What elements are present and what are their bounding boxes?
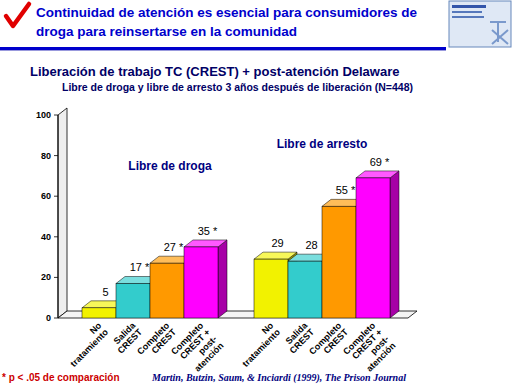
- bar-front: [184, 247, 218, 318]
- bar-front: [356, 178, 390, 318]
- bar-side: [218, 240, 227, 318]
- bar-name: Notratamiento: [234, 320, 283, 369]
- bar-name: CompletoCREST: [307, 320, 350, 363]
- tick: [54, 115, 58, 116]
- tick-label: 60: [41, 191, 51, 201]
- footnote: * p < .05 de comparación: [2, 372, 120, 383]
- labels: Libre de droga5Notratamiento17 *SalidaCR…: [62, 137, 398, 377]
- bar-name: Notratamiento: [62, 320, 111, 369]
- bar-front: [288, 261, 322, 318]
- tick: [54, 277, 58, 278]
- tick-label: 0: [46, 313, 51, 323]
- bar-top: [254, 252, 297, 259]
- logo-mark: [490, 22, 508, 44]
- logo-line: [452, 16, 484, 18]
- logo-line: [452, 5, 486, 8]
- bar-name-line: tratamiento: [240, 327, 282, 369]
- bar-top: [356, 171, 399, 178]
- bar-top: [184, 240, 227, 247]
- tick: [54, 155, 58, 156]
- tick: [54, 196, 58, 197]
- logo-box: [449, 1, 511, 47]
- logo: [449, 1, 511, 47]
- tick-label: 40: [41, 232, 51, 242]
- data-label: 17 *: [130, 261, 150, 273]
- data-label: 55 *: [336, 184, 356, 196]
- slide-title: Continuidad de atención es esencial para…: [36, 3, 441, 41]
- check-icon: [6, 4, 29, 26]
- bar-front: [116, 283, 150, 318]
- tick-label: 80: [41, 151, 51, 161]
- bar-name: CompletoCREST +post-atención: [341, 320, 398, 377]
- bar: [184, 240, 227, 318]
- tick-label: 100: [36, 110, 51, 120]
- side-wall: [58, 108, 67, 318]
- bars: [82, 171, 399, 318]
- bar-side: [390, 171, 399, 318]
- chart-title: Liberación de trabajo TC (CREST) + post-…: [30, 64, 399, 79]
- data-label: 69 *: [370, 156, 390, 168]
- data-label: 27 *: [164, 241, 184, 253]
- category-label: Libre de droga: [128, 159, 212, 173]
- data-label: 35 *: [198, 225, 218, 237]
- bar-front: [322, 206, 356, 318]
- tick: [54, 236, 58, 237]
- bar-front: [254, 259, 288, 318]
- bar-name-line: atención: [192, 340, 225, 373]
- data-label: 5: [102, 286, 108, 298]
- chart-subtitle: Libre de droga y libre de arresto 3 años…: [62, 81, 413, 93]
- header-rule: [0, 47, 446, 50]
- header-rule-shadow: [0, 50, 446, 51]
- chart: Liberación de trabajo TC (CREST) + post-…: [0, 0, 512, 384]
- bar-front: [150, 263, 184, 318]
- bar-front: [82, 308, 116, 318]
- source: Martin, Butzin, Saum, & Inciardi (1999),…: [151, 372, 406, 384]
- bar-name: CompletoCREST: [135, 320, 178, 363]
- bar-name-line: tratamiento: [68, 327, 110, 369]
- logo-line: [452, 11, 482, 13]
- bar: [356, 171, 399, 318]
- bar-name-line: atención: [364, 340, 397, 373]
- data-label: 28: [305, 239, 317, 251]
- tick: [54, 318, 58, 319]
- tick-label: 20: [41, 272, 51, 282]
- data-label: 29: [271, 237, 283, 249]
- category-label: Libre de arresto: [277, 137, 368, 151]
- y-axis: [58, 115, 59, 318]
- bar-name: CompletoCREST +post-atención: [169, 320, 226, 377]
